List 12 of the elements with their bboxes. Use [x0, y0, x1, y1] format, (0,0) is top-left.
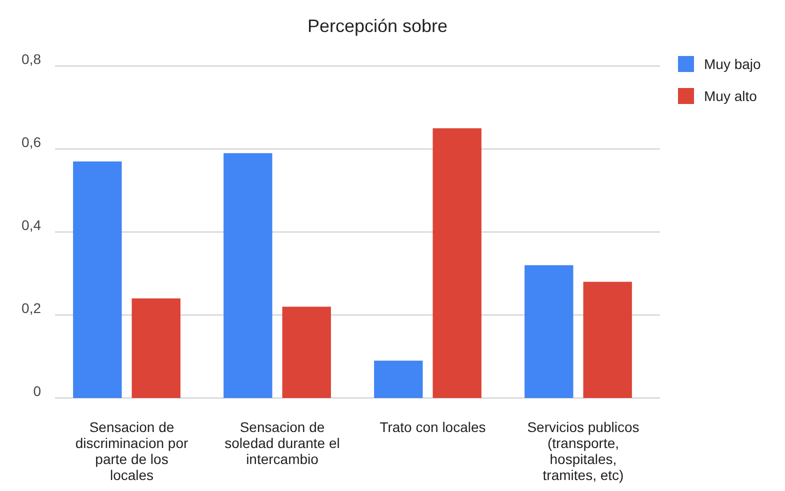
- y-tick-label: 0,4: [22, 217, 42, 233]
- y-tick-label: 0,2: [22, 300, 42, 316]
- x-tick-label: Sensacion de soledad durante el intercambio: [224, 419, 340, 467]
- x-tick-label: Trato con locales: [380, 419, 486, 435]
- chart-title: Percepción sobre: [307, 16, 448, 36]
- y-tick-label: 0: [33, 383, 42, 399]
- legend-label: Muy bajo: [704, 56, 762, 72]
- y-tick-label: 0,8: [22, 51, 42, 67]
- x-tick-label: Servicios publicos (transporte, hospitales, tramites, etc): [527, 419, 640, 483]
- y-tick-label: 0,6: [22, 134, 42, 150]
- x-tick-label: Sensacion de discriminacion por parte de los locales: [75, 419, 188, 483]
- legend-label: Muy alto: [704, 88, 758, 104]
